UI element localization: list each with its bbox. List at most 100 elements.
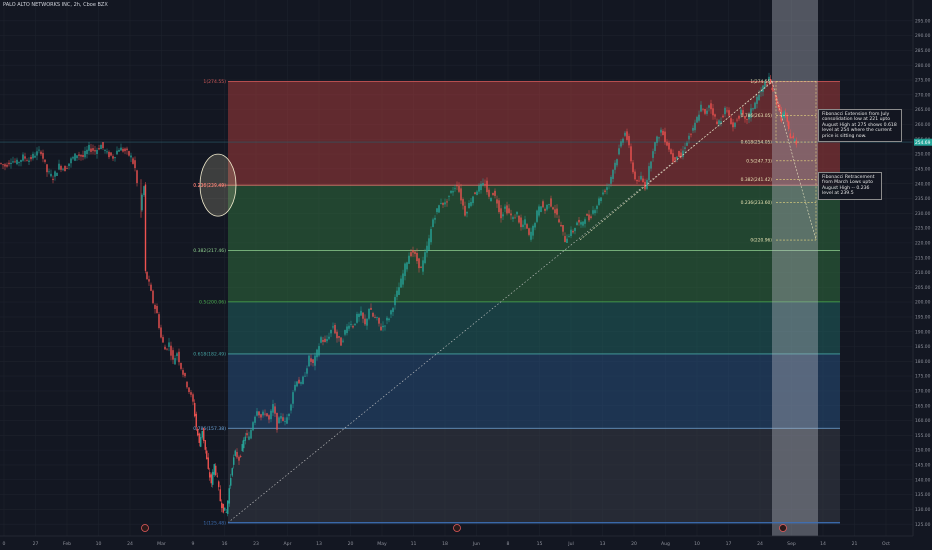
- fib-level-label: 1(274.55): [203, 79, 226, 85]
- fib-zone: [228, 185, 840, 251]
- candle-body: [604, 190, 606, 192]
- candle-body: [364, 318, 366, 325]
- candle-body: [534, 223, 536, 228]
- candle-body: [86, 149, 88, 155]
- candle-body: [96, 149, 98, 155]
- candle-body: [126, 148, 128, 151]
- fib-retracement-annotation[interactable]: Fibonacci Retracement from March Lows up…: [818, 172, 882, 200]
- candle-body: [233, 457, 235, 465]
- candle-body: [450, 190, 452, 193]
- candle-body: [344, 330, 346, 335]
- candle-body: [210, 474, 212, 484]
- candle-body: [238, 456, 240, 461]
- time-tick-label: Feb: [63, 541, 71, 547]
- time-tick-label: 23: [253, 541, 259, 547]
- candle-body: [424, 252, 426, 264]
- time-tick-label: 0: [3, 541, 6, 547]
- candle-body: [548, 204, 550, 205]
- candle-body: [382, 325, 384, 328]
- fib-extension-annotation[interactable]: Fibonacci Extension from July consolidat…: [818, 109, 902, 143]
- candle-body: [714, 114, 716, 117]
- candle-body: [84, 151, 86, 158]
- candle-body: [90, 148, 92, 152]
- price-tick-label: 290.00: [915, 33, 931, 39]
- fib-ext-label: 1(274.55): [750, 79, 772, 85]
- candle-body: [436, 208, 438, 213]
- candle-body: [14, 161, 16, 163]
- time-tick-label: 20: [631, 541, 637, 547]
- price-tick-label: 125.00: [915, 522, 931, 528]
- candle-body: [706, 110, 708, 114]
- candle-body: [215, 465, 217, 476]
- candle-body: [460, 188, 462, 201]
- candle-body: [502, 214, 504, 217]
- candle-body: [66, 168, 68, 169]
- candle-body: [195, 413, 197, 427]
- candle-body: [176, 353, 178, 357]
- candle-body: [30, 157, 32, 160]
- price-tick-label: 240.00: [915, 181, 931, 187]
- candle-body: [212, 471, 214, 485]
- candle-body: [704, 109, 706, 114]
- candle-body: [40, 151, 42, 155]
- candle-body: [532, 225, 534, 236]
- candle-body: [42, 152, 44, 159]
- candle-body: [294, 384, 296, 391]
- candle-body: [530, 231, 532, 240]
- candle-body: [168, 342, 170, 347]
- candle-body: [213, 464, 215, 475]
- time-tick-label: Mar: [157, 541, 166, 547]
- candle-body: [174, 358, 176, 365]
- candle-body: [304, 375, 306, 377]
- fib-ext-label: 0.382(241.42): [741, 177, 773, 183]
- candle-body: [300, 382, 302, 384]
- candle-body: [788, 121, 790, 130]
- candle-body: [216, 475, 218, 477]
- candle-body: [34, 155, 36, 158]
- candle-body: [760, 90, 762, 93]
- candle-body: [590, 216, 592, 218]
- candle-body: [748, 114, 750, 120]
- fib-level-label: 0.618(182.49): [193, 352, 226, 358]
- candle-body: [782, 114, 784, 117]
- candle-body: [366, 318, 368, 326]
- price-tick-label: 130.00: [915, 507, 931, 513]
- candle-body: [462, 199, 464, 206]
- candle-body: [46, 164, 48, 173]
- candle-body: [526, 224, 528, 229]
- candle-body: [2, 164, 4, 166]
- candle-body: [442, 202, 444, 205]
- price-tick-label: 200.00: [915, 300, 931, 306]
- price-tick-label: 140.00: [915, 477, 931, 483]
- candle-body: [374, 317, 376, 318]
- fib-retracement: 1(274.55) 0.236(239.49) 0.382(217.46) 0.5(2…: [193, 79, 840, 526]
- candle-body: [144, 184, 147, 271]
- candle-body: [736, 119, 738, 121]
- earnings-event-icon: [141, 524, 149, 532]
- candle-body: [124, 148, 126, 152]
- candle-body: [132, 158, 134, 164]
- candle-body: [638, 180, 640, 182]
- time-tick-label: 20: [348, 541, 354, 547]
- candle-body: [362, 312, 364, 319]
- candle-body: [316, 349, 318, 358]
- candle-body: [203, 427, 205, 441]
- candle-body: [560, 224, 562, 227]
- candle-body: [698, 114, 700, 121]
- candle-body: [654, 142, 656, 152]
- candle-body: [286, 417, 288, 424]
- candle-body: [74, 153, 76, 161]
- price-tick-label: 235.00: [915, 196, 931, 202]
- candle-body: [636, 180, 638, 182]
- candle-body: [516, 211, 518, 215]
- candle-body: [80, 154, 82, 157]
- candle-body: [718, 120, 720, 125]
- candle-body: [368, 308, 370, 319]
- candle-body: [774, 95, 776, 97]
- candle-body: [610, 176, 612, 184]
- fib-zone: [228, 428, 840, 523]
- candle-body: [356, 313, 358, 323]
- candle-body: [92, 148, 94, 151]
